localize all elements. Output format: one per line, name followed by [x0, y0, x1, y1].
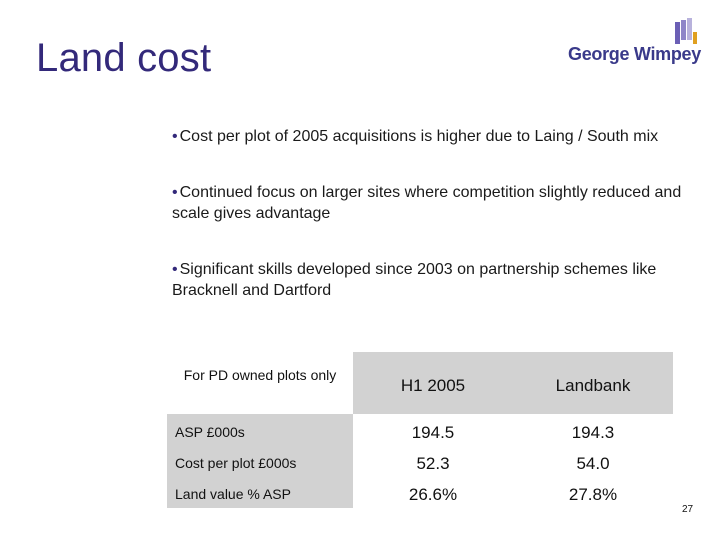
page-number: 27 — [682, 504, 694, 515]
bullet-item: • Significant skills developed since 2003… — [172, 259, 702, 301]
cell-cost-per-plot-landbank: 54.0 — [576, 454, 610, 473]
cell-cost-per-plot-h1-2005: 52.3 — [416, 454, 450, 473]
bullet-dot-icon: • — [172, 261, 178, 278]
row-label-cost-per-plot: Cost per plot £000s — [175, 455, 297, 471]
bullet-text: Cost per plot of 2005 acquisitions is hi… — [179, 128, 659, 145]
george-wimpey-logo: George Wimpey — [568, 18, 701, 72]
logo-bars-icon — [675, 18, 697, 44]
bullet-dot-icon: • — [172, 184, 178, 201]
bullet-dot-icon: • — [172, 128, 178, 145]
cell-land-value-landbank: 27.8% — [568, 485, 618, 504]
logo-text: George Wimpey — [568, 44, 701, 64]
row-label-asp: ASP £000s — [175, 424, 245, 440]
bullet-text: Continued focus on larger sites where co… — [172, 184, 682, 222]
bullet-item: • Continued focus on larger sites where c… — [172, 182, 702, 224]
cell-asp-landbank: 194.3 — [571, 423, 615, 442]
row-label-background — [167, 414, 353, 508]
land-cost-table: For PD owned plots only H1 2005 Landbank… — [167, 352, 673, 508]
cell-asp-h1-2005: 194.5 — [411, 423, 455, 442]
bullet-text: Significant skills developed since 2003 … — [172, 261, 657, 299]
row-label-land-value: Land value % ASP — [175, 486, 291, 502]
slide-title: Land cost — [36, 36, 212, 80]
column-header-h1-2005: H1 2005 — [400, 376, 466, 395]
bullet-list: • Cost per plot of 2005 acquisitions is h… — [172, 126, 702, 336]
bullet-item: • Cost per plot of 2005 acquisitions is h… — [172, 126, 702, 147]
column-header-landbank: Landbank — [555, 376, 631, 395]
table-note: For PD owned plots only — [183, 367, 337, 383]
cell-land-value-h1-2005: 26.6% — [408, 485, 458, 504]
header-background — [353, 352, 673, 414]
